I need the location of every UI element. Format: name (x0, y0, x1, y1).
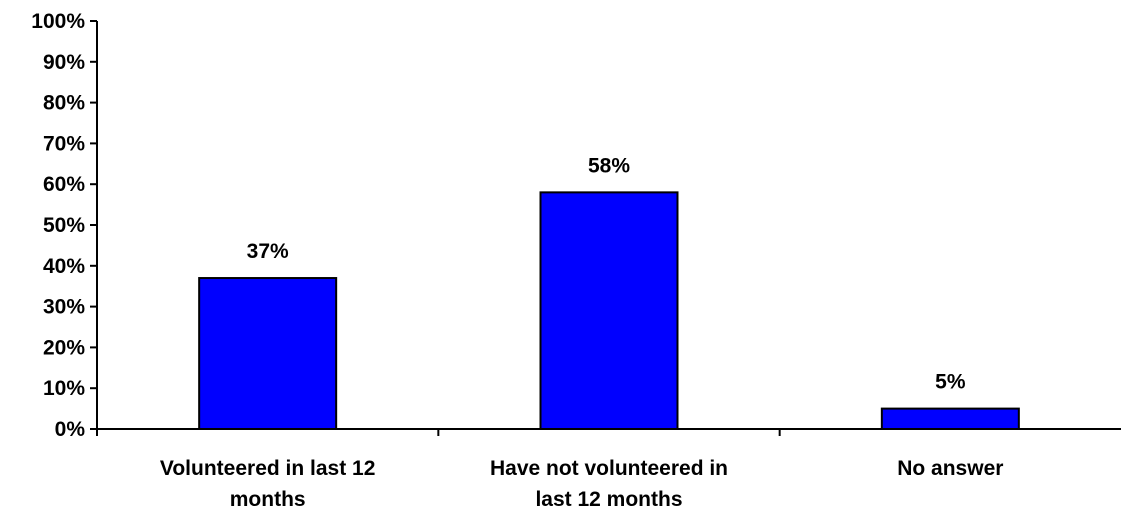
y-tick-label: 0% (55, 418, 86, 441)
bar (539, 191, 679, 430)
y-tick-label: 100% (31, 10, 85, 33)
bar-value-label: 58% (588, 154, 630, 177)
y-tick-label: 60% (43, 173, 85, 196)
category-label-line: months (230, 488, 306, 511)
y-tick-label: 20% (43, 336, 85, 359)
category-label: No answer (897, 457, 1003, 480)
category-label-line: last 12 months (535, 488, 682, 511)
y-tick-label: 50% (43, 214, 85, 237)
category-label: Have not volunteered in last 12 months (490, 457, 728, 511)
x-axis-ticks (96, 429, 781, 436)
bar-value-label: 5% (935, 371, 966, 394)
y-tick-label: 40% (43, 255, 85, 278)
category-label-line: Have not volunteered in (490, 457, 728, 480)
y-tick-label: 90% (43, 51, 85, 74)
category-label-line: No answer (897, 457, 1003, 480)
bar-value-label: 37% (247, 240, 289, 263)
bar (880, 407, 1020, 431)
bar (198, 277, 338, 431)
category-label-line: Volunteered in last 12 (160, 457, 376, 480)
y-tick-label: 10% (43, 377, 85, 400)
bars (198, 191, 1020, 431)
y-tick-label: 80% (43, 92, 85, 115)
category-labels: Volunteered in last 12 months Have not vol… (160, 457, 1004, 511)
y-tick-label: 30% (43, 296, 85, 319)
y-axis-ticks: 0% 10% 20% 30% 40% 50% 60% 70% 80% 90% 100% (31, 10, 97, 441)
category-label: Volunteered in last 12 months (160, 457, 376, 511)
data-labels: 37% 58% 5% (247, 154, 966, 393)
y-tick-label: 70% (43, 132, 85, 155)
